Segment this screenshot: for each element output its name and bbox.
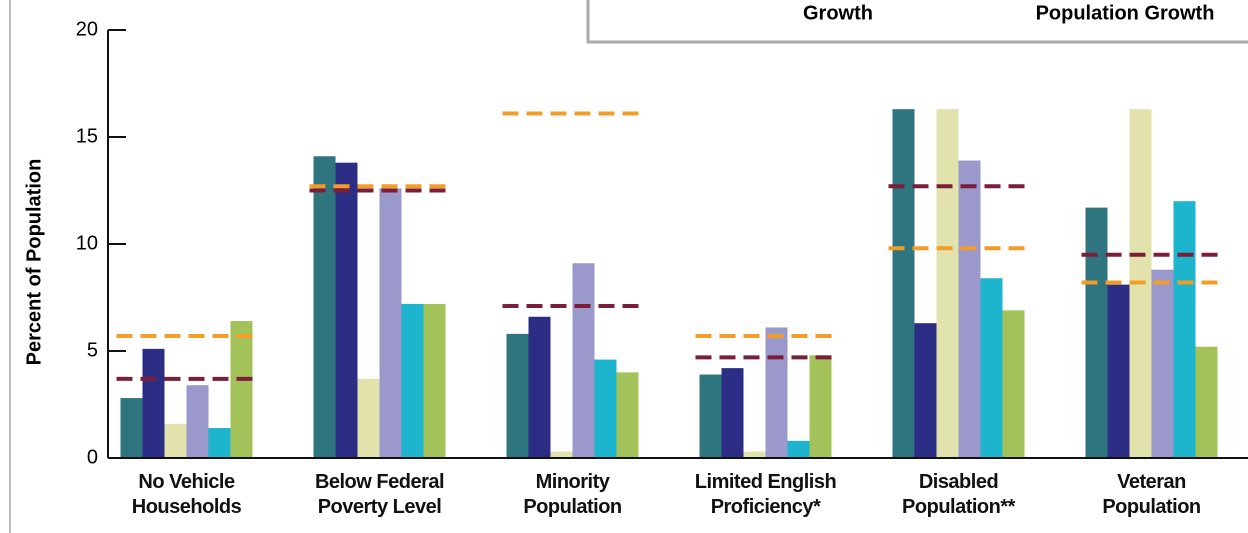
bar — [1002, 310, 1025, 458]
bar — [142, 348, 165, 458]
bar — [357, 378, 380, 458]
bar — [164, 423, 187, 458]
bar — [1085, 207, 1108, 458]
bar — [787, 440, 810, 458]
bar — [423, 303, 446, 458]
bar — [335, 162, 358, 458]
x-tick-label: No Vehicle Households — [131, 471, 242, 518]
bar — [401, 303, 424, 458]
x-tick-label: Below Federal Poverty Level — [314, 471, 445, 518]
bar — [721, 368, 744, 458]
bar — [765, 327, 788, 458]
bar — [313, 156, 336, 458]
x-tick-label: Limited English Proficiency* — [694, 471, 837, 518]
x-tick-label: Minority Population — [523, 471, 622, 518]
bar — [506, 333, 529, 458]
y-tick-label: 5 — [87, 339, 98, 361]
bar — [809, 355, 832, 458]
bar — [1195, 346, 1218, 458]
y-tick-label: 10 — [76, 232, 98, 254]
bar — [892, 109, 915, 459]
y-tick-label: 0 — [87, 446, 98, 468]
bar — [594, 359, 617, 458]
bar — [379, 188, 402, 459]
bar — [699, 374, 722, 458]
bar — [208, 428, 231, 458]
bar — [980, 278, 1003, 458]
bar — [1107, 284, 1130, 458]
y-tick-label: 20 — [76, 18, 98, 40]
legend-text: Growth — [803, 2, 873, 24]
bar — [230, 321, 253, 458]
bar — [914, 323, 937, 458]
bar — [936, 109, 959, 459]
bar — [528, 316, 551, 458]
bar — [743, 451, 766, 458]
legend-box — [586, 0, 1248, 44]
bar — [958, 160, 981, 459]
bar — [186, 385, 209, 458]
bar — [572, 263, 595, 458]
bar — [550, 451, 573, 458]
x-tick-label: Disabled Population** — [902, 471, 1015, 518]
y-tick-label: 15 — [76, 125, 98, 147]
y-axis-label: Percent of Population — [23, 159, 45, 366]
x-tick-label: Veteran Population — [1102, 471, 1201, 518]
bar — [120, 398, 143, 458]
bar — [616, 372, 639, 458]
legend-text: Population Growth — [1036, 2, 1215, 24]
bar — [1173, 201, 1196, 458]
bar — [1151, 269, 1174, 458]
